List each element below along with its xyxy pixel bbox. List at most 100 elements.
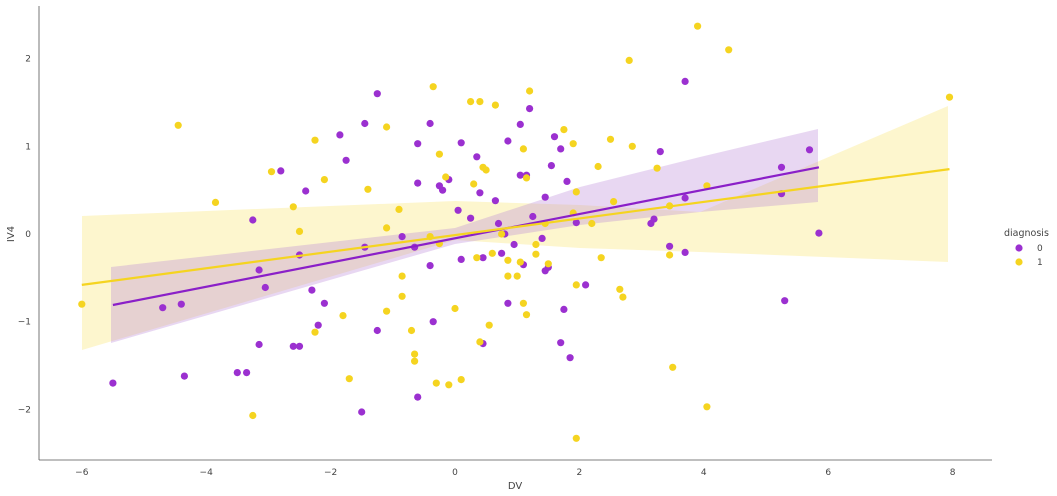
point-series0-62	[550, 133, 559, 141]
legend-title: diagnosis	[1004, 228, 1049, 239]
point-series1-4	[267, 168, 276, 176]
point-series0-34	[439, 186, 447, 194]
point-series1-27	[442, 173, 450, 181]
x-tick-label: 8	[950, 468, 956, 478]
point-series1-61	[588, 219, 596, 228]
x-tick-label: −4	[200, 468, 214, 478]
legend-marker-1	[1015, 258, 1023, 266]
point-series0-55	[526, 105, 534, 113]
point-series0-14	[302, 187, 310, 195]
point-series1-3	[249, 411, 257, 420]
legend: diagnosis 0 1	[1004, 228, 1049, 268]
point-series1-5	[289, 203, 297, 211]
point-series1-60	[572, 434, 580, 442]
point-series0-58	[541, 193, 549, 201]
point-series1-76	[703, 182, 711, 190]
point-series0-68	[572, 219, 580, 227]
point-series1-32	[470, 180, 478, 188]
point-series1-10	[339, 312, 347, 320]
y-tick-label: −1	[18, 318, 31, 328]
point-series0-8	[255, 266, 263, 274]
point-series1-30	[457, 376, 465, 384]
y-tick-label: −2	[18, 405, 31, 415]
point-series0-31	[426, 262, 434, 270]
point-series0-24	[373, 326, 381, 335]
point-series0-27	[414, 140, 422, 148]
point-series1-70	[653, 164, 661, 172]
point-series0-44	[491, 197, 499, 205]
point-series1-63	[597, 254, 605, 262]
point-series0-20	[358, 408, 366, 416]
point-series1-12	[364, 185, 372, 193]
point-series0-28	[414, 179, 422, 187]
point-series0-50	[510, 240, 518, 249]
point-series0-3	[180, 372, 188, 380]
x-tick-label: −6	[75, 468, 89, 478]
legend-marker-0	[1015, 244, 1023, 252]
point-series0-64	[557, 339, 565, 347]
point-series1-37	[482, 166, 490, 174]
point-series0-21	[361, 119, 369, 128]
point-series1-73	[669, 363, 677, 371]
point-series0-40	[473, 153, 481, 161]
point-series0-38	[457, 255, 465, 263]
point-series0-46	[498, 249, 506, 257]
point-series1-77	[725, 46, 733, 54]
point-series1-78	[945, 93, 954, 101]
point-series0-2	[177, 300, 185, 308]
point-series0-81	[815, 229, 823, 237]
point-series0-37	[457, 139, 465, 147]
point-series0-57	[538, 234, 546, 242]
point-series0-16	[314, 321, 322, 329]
x-tick-label: 6	[825, 468, 831, 478]
point-series0-36	[454, 206, 462, 214]
fit-line-series1	[81, 168, 950, 286]
point-series1-28	[445, 381, 453, 389]
point-series0-43	[479, 254, 487, 262]
point-series0-73	[666, 242, 674, 250]
point-series0-51	[516, 171, 524, 179]
x-ticks: −6 −4 −2 0 2 4 6 8	[75, 468, 956, 478]
point-series0-30	[426, 119, 434, 128]
point-series1-62	[594, 162, 602, 171]
point-series1-50	[526, 87, 534, 95]
point-series1-21	[411, 357, 419, 365]
x-tick-label: 0	[452, 468, 458, 478]
point-series0-1	[159, 304, 167, 312]
point-series1-19	[407, 326, 416, 335]
point-series1-26	[435, 150, 443, 158]
point-series0-11	[289, 342, 297, 350]
point-series1-59	[572, 188, 580, 196]
point-series1-54	[544, 260, 552, 268]
point-series0-48	[504, 137, 512, 145]
point-series0-25	[398, 233, 406, 241]
point-series1-11	[345, 375, 353, 383]
y-tick-label: 1	[25, 142, 31, 152]
point-series1-2	[211, 198, 220, 206]
point-series0-74	[681, 248, 689, 256]
point-series1-35	[476, 338, 484, 346]
x-tick-label: 4	[701, 468, 707, 478]
point-series0-12	[295, 342, 304, 350]
axes: −6 −4 −2 0 2 4 6 8 −2 −1 0 1 2 DV IV4	[6, 6, 992, 492]
point-series0-49	[504, 299, 512, 307]
point-series1-48	[522, 311, 531, 319]
point-series0-79	[781, 297, 789, 305]
point-series0-4	[233, 369, 241, 377]
point-series0-15	[308, 286, 316, 294]
point-series1-71	[666, 251, 674, 259]
point-series1-39	[488, 249, 496, 257]
y-tick-label: 2	[25, 55, 31, 65]
point-series1-6	[295, 227, 304, 235]
point-series1-23	[429, 83, 437, 91]
point-series1-31	[467, 98, 475, 106]
point-series0-52	[516, 120, 524, 128]
point-series0-56	[529, 212, 537, 221]
point-series0-45	[494, 219, 503, 228]
point-series0-9	[261, 283, 269, 292]
point-series1-41	[498, 230, 506, 238]
data-points	[78, 22, 954, 442]
point-series0-65	[560, 305, 568, 313]
point-series0-6	[249, 216, 257, 224]
